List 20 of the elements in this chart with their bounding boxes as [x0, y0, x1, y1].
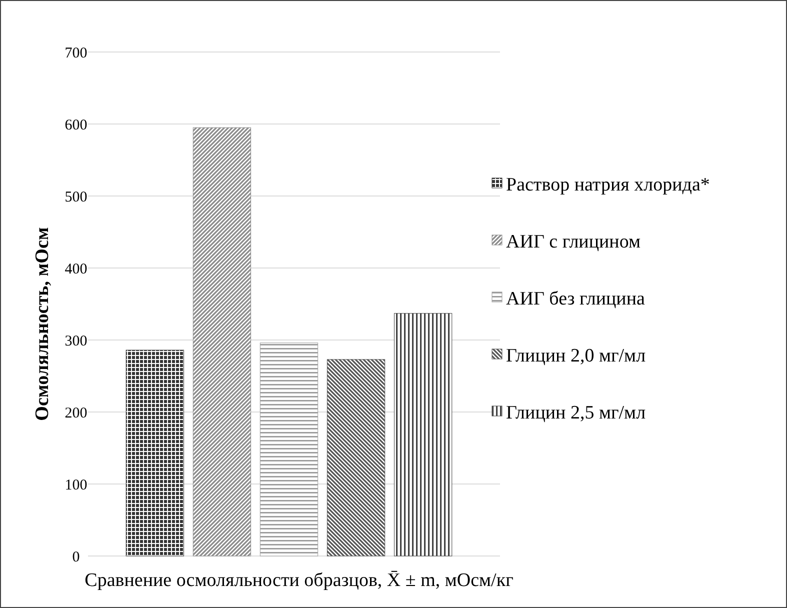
y-tick-label: 500	[64, 189, 88, 206]
x-axis-title: Сравнение осмоляльности образцов, X̄ ± m, мОсм/кг	[84, 570, 514, 591]
legend-label: Раствор натрия хлорида*	[506, 174, 710, 196]
bar	[394, 313, 452, 556]
y-tick-label: 300	[64, 333, 88, 350]
legend-label: АИГ без глицина	[506, 288, 646, 310]
legend-label: АИГ с глицином	[506, 232, 641, 253]
legend-label: Глицин 2,5 мг/мл	[506, 402, 646, 424]
y-tick-label: 200	[64, 405, 88, 422]
bar	[326, 359, 386, 556]
bar	[126, 350, 184, 556]
y-axis-title: Осмоляльность, мОсм	[32, 227, 53, 421]
y-tick-label: 0	[72, 549, 80, 566]
bar	[260, 342, 318, 556]
y-tick-label: 700	[64, 45, 88, 62]
y-tick-label: 400	[64, 261, 88, 278]
bar	[192, 127, 252, 556]
legend-label: Глицин 2,0 мг/мл	[506, 346, 646, 367]
y-tick-label: 100	[64, 477, 88, 494]
y-tick-label: 600	[64, 117, 88, 134]
